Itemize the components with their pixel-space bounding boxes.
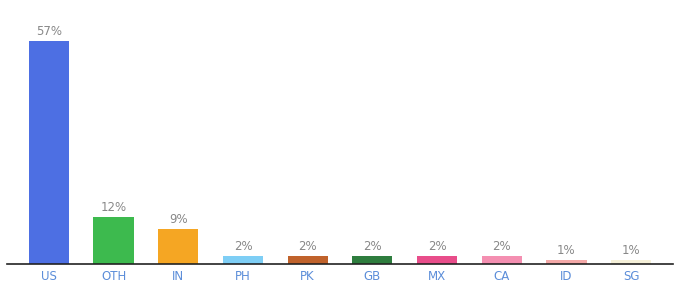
Text: 2%: 2% [492, 240, 511, 254]
Bar [481, 256, 522, 264]
Bar [288, 256, 328, 264]
Text: 57%: 57% [36, 25, 62, 38]
Text: 1%: 1% [557, 244, 576, 257]
Bar [223, 256, 263, 264]
Bar [29, 40, 69, 264]
Text: 2%: 2% [363, 240, 381, 254]
Text: 9%: 9% [169, 213, 188, 226]
Text: 2%: 2% [428, 240, 446, 254]
Text: 1%: 1% [622, 244, 641, 257]
Text: 2%: 2% [234, 240, 252, 254]
Bar [417, 256, 457, 264]
Bar [352, 256, 392, 264]
Bar [93, 217, 133, 264]
Text: 2%: 2% [299, 240, 317, 254]
Bar [611, 260, 651, 264]
Bar [158, 229, 199, 264]
Bar [547, 260, 587, 264]
Text: 12%: 12% [101, 201, 126, 214]
